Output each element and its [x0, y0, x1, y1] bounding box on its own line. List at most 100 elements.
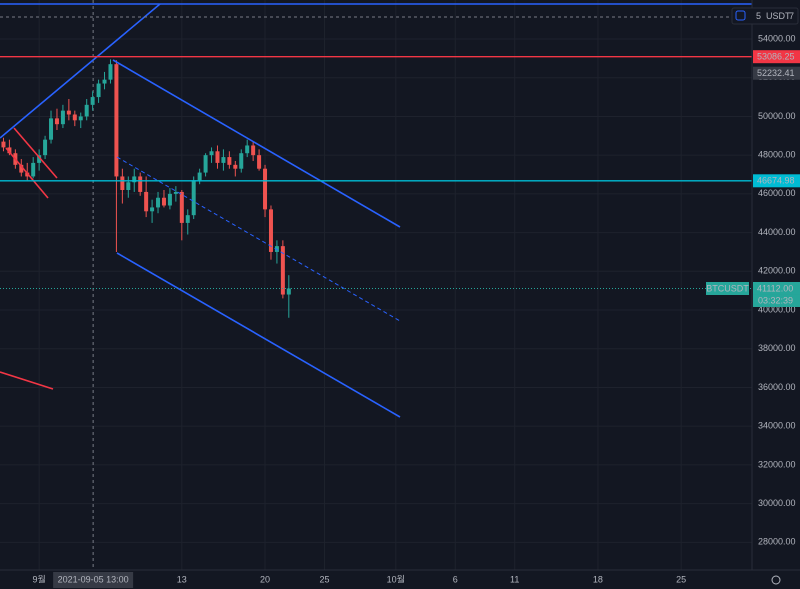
candle-body	[233, 164, 238, 169]
price-tag-bg	[753, 281, 800, 295]
x-tick-label: 10월	[387, 573, 405, 584]
trend-line	[0, 371, 54, 390]
candle-body	[209, 151, 214, 156]
top-right: 7	[789, 11, 794, 21]
candle-body	[286, 288, 291, 295]
candle-body	[132, 176, 137, 183]
flag-line	[13, 127, 58, 179]
candle-body	[239, 153, 244, 169]
y-tick-label: 40000.00	[758, 304, 796, 314]
candle-body	[19, 164, 24, 173]
currency-box[interactable]	[731, 7, 799, 25]
price-tag: 52232.41	[757, 68, 795, 78]
y-tick-label: 46000.00	[758, 188, 796, 198]
candle-body	[120, 176, 125, 190]
candle-body	[126, 182, 131, 190]
candle-body	[31, 162, 36, 177]
candle-body	[245, 145, 250, 154]
y-tick-label: 36000.00	[758, 382, 796, 392]
grid	[0, 0, 752, 570]
x-tick-label: 13	[177, 574, 187, 584]
channel-upper	[112, 59, 401, 228]
x-tick-label: 9월	[32, 573, 45, 584]
candle-body	[7, 147, 12, 154]
candle-body	[60, 110, 65, 125]
candle-body	[197, 172, 202, 181]
price-tag: 53086.25	[757, 52, 795, 62]
candles	[1, 59, 291, 318]
x-tick-label: 20	[260, 574, 270, 584]
flag-line	[5, 147, 49, 199]
channel-lower	[116, 252, 401, 418]
candle-body	[185, 215, 190, 223]
y-tick-label: 32000.00	[758, 459, 796, 469]
currency: USDT	[766, 11, 791, 21]
price-tag-bg	[753, 50, 800, 64]
candle-body	[280, 246, 285, 295]
candle-body	[156, 197, 161, 208]
y-tick-label: 54000.00	[758, 33, 796, 43]
candle-body	[221, 157, 226, 163]
y-tick-label: 44000.00	[758, 227, 796, 237]
candle-body	[54, 118, 59, 125]
settings-icon[interactable]	[771, 575, 781, 585]
crosshair-label-bg	[53, 572, 134, 588]
candle-body	[49, 118, 54, 140]
axes: 28000.00 30000.00 32000.00 34000.00 36000.00…	[32, 33, 800, 588]
candle-body	[43, 139, 48, 156]
y-tick-label: 34000.00	[758, 421, 796, 431]
candle-body	[227, 157, 232, 165]
candle-body	[37, 155, 42, 163]
candle-body	[274, 246, 279, 252]
candle-body	[138, 176, 143, 192]
drawings	[0, 3, 752, 418]
candle-body	[108, 64, 113, 80]
candle-body	[114, 64, 119, 177]
x-tick-label: 11	[510, 574, 519, 584]
candle-body	[161, 197, 166, 206]
x-tick-label: 25	[319, 574, 329, 584]
candle-body	[1, 141, 6, 148]
candle-body	[96, 83, 101, 98]
y-tick-label: 50000.00	[758, 111, 796, 121]
x-tick-label: 6	[453, 574, 458, 584]
price-tag: 46674.98	[757, 176, 795, 186]
candle-body	[191, 180, 196, 216]
candle-body	[263, 168, 268, 210]
price-tag-bg	[753, 66, 800, 80]
x-tick-label: 25	[676, 574, 686, 584]
candle-body	[72, 114, 77, 121]
y-tick-label: 28000.00	[758, 537, 796, 547]
y-tick-label: 48000.00	[758, 150, 796, 160]
price-lines	[0, 56, 752, 289]
crosshair-label: 2021-09-05 13:00	[58, 574, 129, 584]
symbol-tag: BTCUSDT	[706, 283, 749, 293]
candle-body	[167, 193, 172, 206]
symbol-tag-bg	[706, 281, 749, 295]
candle-body	[215, 151, 220, 163]
top-left: 5	[756, 11, 761, 21]
countdown-bg	[753, 294, 800, 307]
countdown: 03:32:39	[758, 295, 793, 305]
candle-body	[84, 104, 89, 117]
candle-body	[78, 116, 83, 121]
channel-middle	[116, 156, 401, 322]
candle-body	[268, 209, 273, 252]
x-tick-label: 18	[593, 574, 603, 584]
trend-line	[0, 3, 161, 139]
candle-body	[90, 97, 95, 105]
candle-body	[102, 79, 107, 84]
y-tick-label: 38000.00	[758, 343, 796, 353]
price-tag: 41112.00	[757, 283, 793, 293]
candle-body	[144, 191, 149, 212]
candle-body	[203, 155, 208, 173]
candle-body	[257, 155, 262, 169]
y-tick-label: 42000.00	[758, 266, 796, 276]
candle-body	[179, 191, 184, 223]
candle-body	[251, 145, 256, 156]
candle-body	[173, 191, 178, 194]
y-tick-label: 30000.00	[758, 498, 796, 508]
candle-body	[150, 207, 155, 212]
